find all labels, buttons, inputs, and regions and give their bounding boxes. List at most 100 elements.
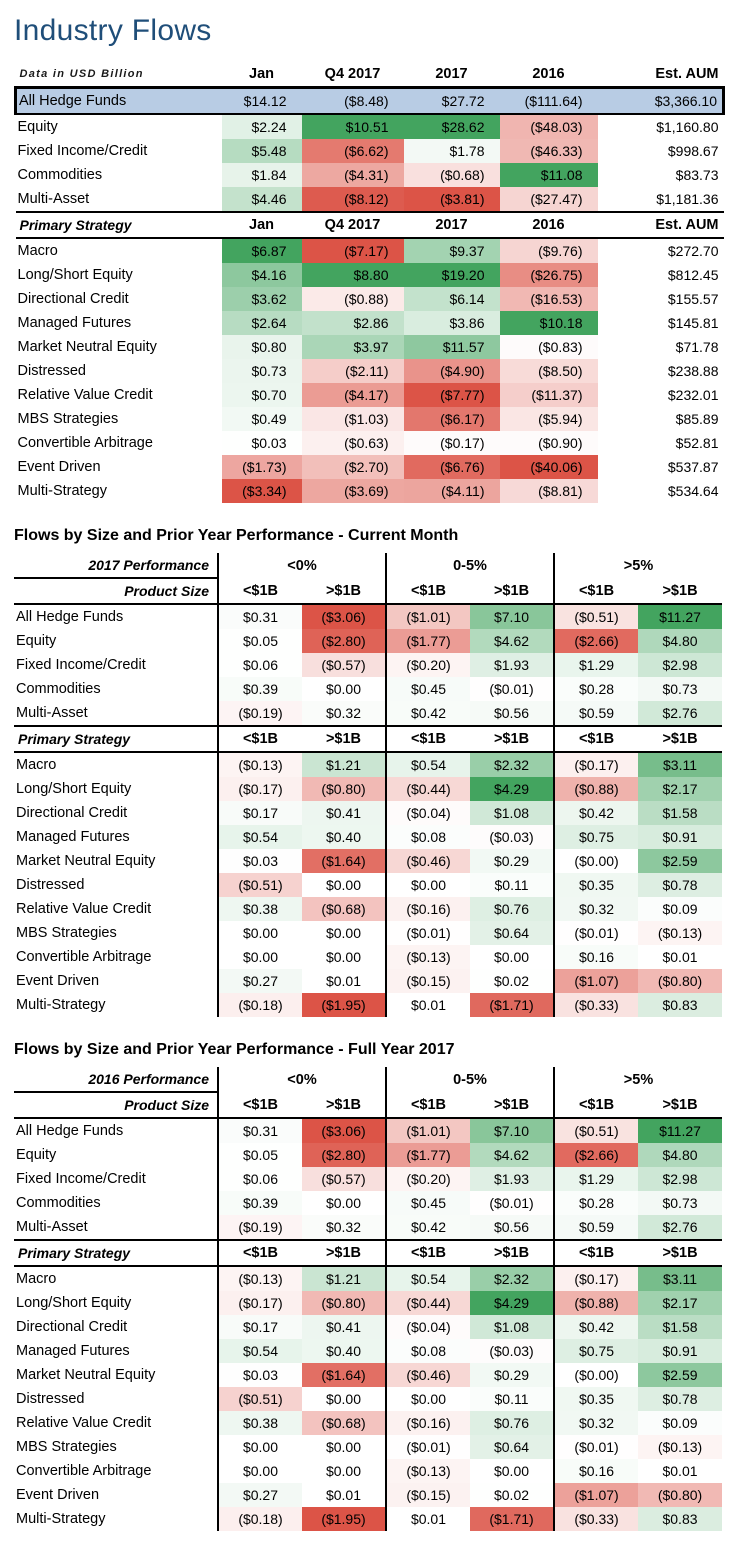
- row-label: All Hedge Funds: [16, 609, 124, 625]
- flow-cell: $0.80: [221, 335, 302, 359]
- flow-cell: ($1.03): [301, 407, 404, 431]
- flow-cell: $0.32: [553, 897, 639, 921]
- flow-cell: $0.54: [217, 825, 302, 849]
- row-multi-asset: Multi-Asset $4.46 ($8.12) ($3.81) ($27.47) $1…: [16, 187, 724, 212]
- page-title: Industry Flows: [14, 14, 212, 47]
- row-label: Distressed: [16, 1391, 85, 1407]
- column-header-q4-2017: Q4 2017: [301, 211, 404, 239]
- flow-cell: $0.42: [385, 701, 470, 726]
- flow-cell: $0.56: [470, 701, 555, 726]
- row-distressed: Distressed $0.73 ($2.11) ($4.90) ($8.50) $238…: [16, 359, 724, 383]
- flow-cell: ($0.01): [470, 1191, 555, 1215]
- flow-cell: ($7.17): [301, 238, 404, 263]
- row-market-neutral-equity: Market Neutral Equity $0.80 $3.97 $11.57 ($0…: [16, 335, 724, 359]
- flow-cell: $0.00: [470, 945, 555, 969]
- flow-cell: ($1.73): [221, 455, 302, 479]
- flow-cell: ($0.51): [553, 1118, 639, 1143]
- flow-cell: $0.42: [553, 801, 639, 825]
- flow-cell: $0.78: [638, 873, 723, 897]
- row-mbs-strategies: MBS Strategies $0.00 $0.00 ($0.01) $0.64 ($0.…: [14, 921, 723, 945]
- row-label: Market Neutral Equity: [16, 853, 156, 869]
- flow-cell: $10.51: [301, 114, 404, 139]
- flow-cell: ($4.11): [403, 479, 500, 503]
- flow-cell: ($2.80): [302, 629, 386, 653]
- row-label: MBS Strategies: [17, 411, 119, 427]
- size-column-header: <$1B: [385, 1092, 470, 1119]
- flow-cell: $0.03: [221, 431, 302, 455]
- flow-cell: ($3.69): [301, 479, 404, 503]
- flow-cell: $0.32: [553, 1411, 639, 1435]
- flow-cell: ($7.77): [403, 383, 500, 407]
- flow-cell: $0.75: [553, 825, 639, 849]
- size-column-header: >$1B: [302, 1239, 386, 1267]
- flow-cell: $0.00: [217, 945, 302, 969]
- row-event-driven: Event Driven ($1.73) ($2.70) ($6.76) ($40.06…: [16, 455, 724, 479]
- row-event-driven: Event Driven $0.27 $0.01 ($0.15) $0.02 ($1.07…: [14, 1483, 723, 1507]
- row-label: Multi-Asset: [17, 191, 90, 207]
- row-label: Event Driven: [17, 459, 101, 475]
- flow-cell: $11.08: [499, 163, 598, 187]
- flow-cell: $10.18: [499, 311, 598, 335]
- section-title-current-month: Flows by Size and Prior Year Performance…: [14, 527, 459, 544]
- flow-cell: $2.17: [638, 777, 723, 801]
- size-column-header: <$1B: [553, 725, 639, 753]
- flow-cell: $0.28: [553, 677, 639, 701]
- flow-cell: ($1.95): [302, 993, 386, 1017]
- flow-cell: $0.00: [470, 1459, 555, 1483]
- flow-cell: $3.11: [638, 1266, 723, 1291]
- flow-cell: $1.29: [553, 653, 639, 677]
- row-managed-futures: Managed Futures $2.64 $2.86 $3.86 $10.18 $145…: [16, 311, 724, 335]
- row-commodities: Commodities $1.84 ($4.31) ($0.68) $11.08 $83.…: [16, 163, 724, 187]
- flow-cell: ($0.90): [499, 431, 598, 455]
- flow-cell: ($3.34): [221, 479, 302, 503]
- aum-cell: $272.70: [667, 243, 719, 259]
- flow-cell: ($2.80): [302, 1143, 386, 1167]
- flow-cell: ($2.70): [301, 455, 404, 479]
- row-commodities: Commodities $0.39 $0.00 $0.45 ($0.01) $0.28 $0…: [14, 1191, 723, 1215]
- flow-cell: ($1.07): [553, 1483, 639, 1507]
- flow-cell: ($0.04): [385, 801, 470, 825]
- flow-cell: $0.73: [638, 1191, 723, 1215]
- flow-cell: ($1.01): [385, 1118, 470, 1143]
- flow-cell: $0.91: [638, 825, 723, 849]
- flow-cell: $4.80: [638, 1143, 723, 1167]
- flow-cell: ($0.88): [553, 1291, 639, 1315]
- flow-cell: $0.35: [553, 1387, 639, 1411]
- flow-cell: ($0.18): [217, 1507, 302, 1531]
- flow-cell: ($6.17): [403, 407, 500, 431]
- row-market-neutral-equity: Market Neutral Equity $0.03 ($1.64) ($0.46)…: [14, 1363, 723, 1387]
- size-column-header: <$1B: [217, 1092, 302, 1119]
- flow-cell: ($0.17): [217, 777, 302, 801]
- flow-cell: $4.80: [638, 629, 723, 653]
- flows-header-row: Data in USD Billion Jan Q4 2017 2017 2016 Est…: [16, 62, 724, 88]
- flow-cell: $2.32: [470, 752, 555, 777]
- row-label: Commodities: [16, 1195, 101, 1211]
- flow-cell: $0.78: [638, 1387, 723, 1411]
- flow-cell: $0.01: [638, 945, 723, 969]
- size-axis-label: Product Size: [14, 1092, 218, 1119]
- flow-cell: $0.83: [638, 993, 723, 1017]
- flow-cell: $2.98: [638, 653, 723, 677]
- size-column-header: <$1B: [553, 1092, 639, 1119]
- row-label: Macro: [16, 1271, 57, 1287]
- perf-group-header: >5%: [553, 1067, 723, 1092]
- flow-cell: $0.00: [385, 873, 470, 897]
- row-label: Event Driven: [16, 973, 100, 989]
- flow-cell: ($1.07): [553, 969, 639, 993]
- flow-cell: $2.64: [221, 311, 302, 335]
- size-column-header: >$1B: [638, 725, 723, 753]
- flow-cell: ($3.81): [403, 187, 500, 212]
- flow-cell: $0.64: [470, 1435, 555, 1459]
- flow-cell: $11.27: [638, 604, 723, 629]
- flow-cell: $11.57: [403, 335, 500, 359]
- flow-cell: $0.02: [470, 969, 555, 993]
- flow-cell: $0.01: [638, 1459, 723, 1483]
- flow-cell: $6.87: [221, 238, 302, 263]
- row-directional-credit: Directional Credit $0.17 $0.41 ($0.04) $1.08…: [14, 1315, 723, 1339]
- flow-cell: ($0.13): [385, 945, 470, 969]
- row-label: All Hedge Funds: [14, 86, 222, 115]
- row-label: Managed Futures: [16, 829, 130, 845]
- flow-cell: $0.42: [385, 1215, 470, 1240]
- flow-cell: ($0.01): [385, 1435, 470, 1459]
